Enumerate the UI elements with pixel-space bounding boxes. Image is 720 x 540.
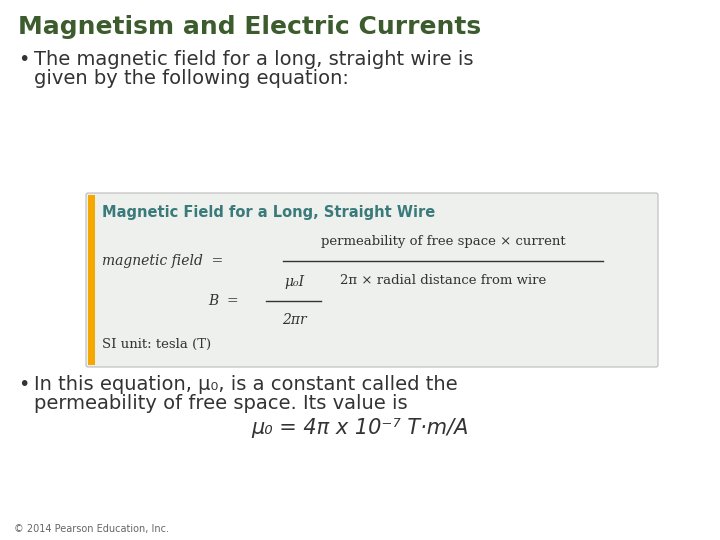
Text: permeability of free space × current: permeability of free space × current bbox=[320, 235, 565, 248]
Bar bbox=[88, 195, 95, 365]
Text: B  =: B = bbox=[208, 294, 238, 308]
Text: © 2014 Pearson Education, Inc.: © 2014 Pearson Education, Inc. bbox=[14, 524, 169, 534]
Text: 2π × radial distance from wire: 2π × radial distance from wire bbox=[340, 274, 546, 287]
FancyBboxPatch shape bbox=[86, 193, 658, 367]
Text: In this equation, μ₀, is a constant called the: In this equation, μ₀, is a constant call… bbox=[34, 375, 458, 394]
Text: The magnetic field for a long, straight wire is: The magnetic field for a long, straight … bbox=[34, 50, 474, 69]
Text: 2πr: 2πr bbox=[282, 313, 306, 327]
Text: •: • bbox=[18, 50, 30, 69]
Text: SI unit: tesla (T): SI unit: tesla (T) bbox=[102, 338, 211, 351]
Text: permeability of free space. Its value is: permeability of free space. Its value is bbox=[34, 394, 408, 413]
Text: μ₀ = 4π x 10⁻⁷ T·m/A: μ₀ = 4π x 10⁻⁷ T·m/A bbox=[251, 418, 469, 438]
Text: Magnetism and Electric Currents: Magnetism and Electric Currents bbox=[18, 15, 481, 39]
Text: μ₀I: μ₀I bbox=[284, 275, 304, 289]
Text: •: • bbox=[18, 375, 30, 394]
Text: given by the following equation:: given by the following equation: bbox=[34, 69, 349, 88]
Text: magnetic field  =: magnetic field = bbox=[102, 254, 223, 268]
Text: Magnetic Field for a Long, Straight Wire: Magnetic Field for a Long, Straight Wire bbox=[102, 205, 436, 220]
